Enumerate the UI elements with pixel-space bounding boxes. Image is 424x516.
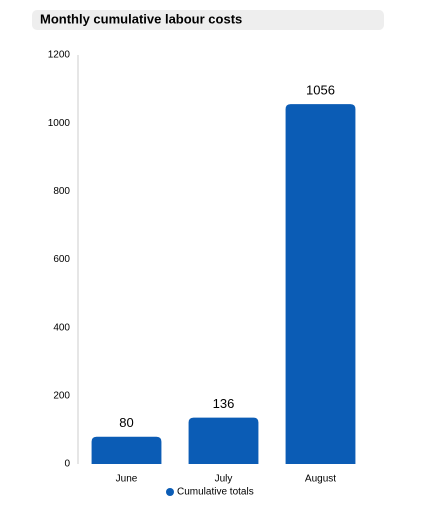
y-tick-label: 600: [53, 254, 70, 265]
legend-marker: [166, 488, 174, 496]
value-label: 80: [119, 415, 133, 430]
y-tick-label: 1000: [48, 118, 71, 129]
y-tick-label: 1200: [48, 50, 71, 61]
y-tick-label: 400: [53, 322, 70, 333]
x-tick-label: July: [215, 474, 233, 485]
bar: [188, 417, 259, 464]
title-bar: [32, 10, 384, 30]
value-label: 1056: [306, 83, 335, 98]
legend-label: Cumulative totals: [177, 487, 254, 498]
x-tick-label: June: [116, 474, 138, 485]
x-tick-label: August: [305, 474, 336, 485]
bar: [285, 104, 356, 464]
value-label: 136: [213, 396, 235, 411]
y-tick-label: 200: [53, 390, 70, 401]
bar: [91, 436, 162, 464]
y-tick-label: 0: [64, 459, 70, 470]
chart-title: Monthly cumulative labour costs: [40, 11, 242, 26]
y-tick-label: 800: [53, 186, 70, 197]
